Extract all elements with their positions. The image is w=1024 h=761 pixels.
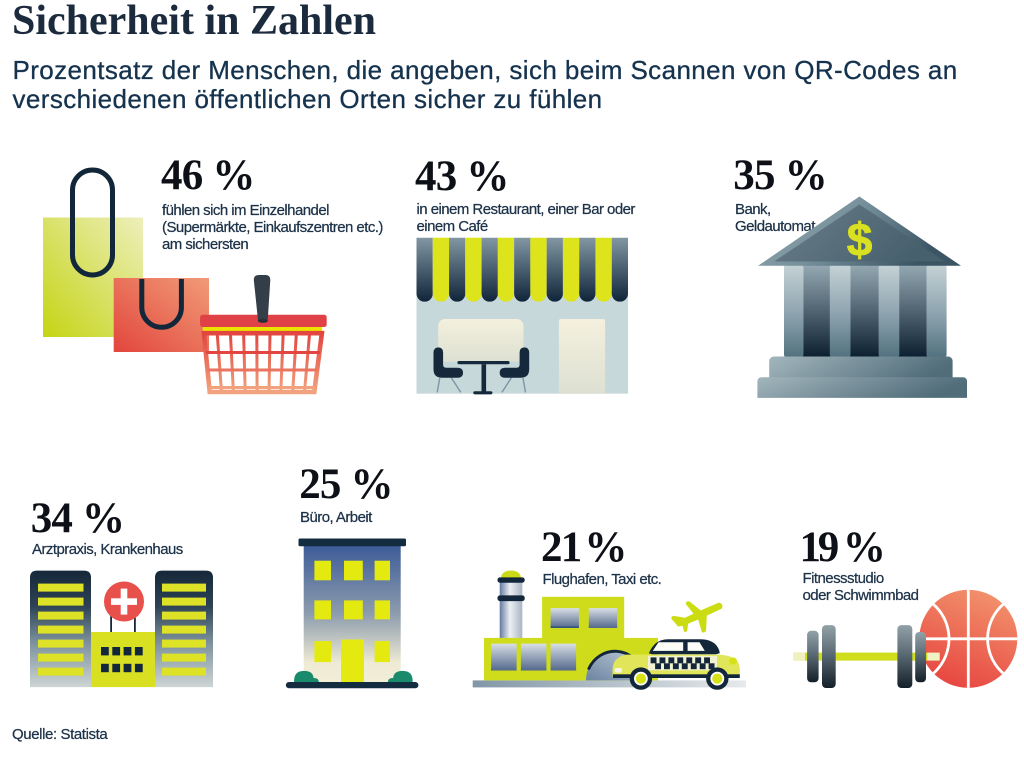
svg-text:$: $: [847, 214, 873, 266]
